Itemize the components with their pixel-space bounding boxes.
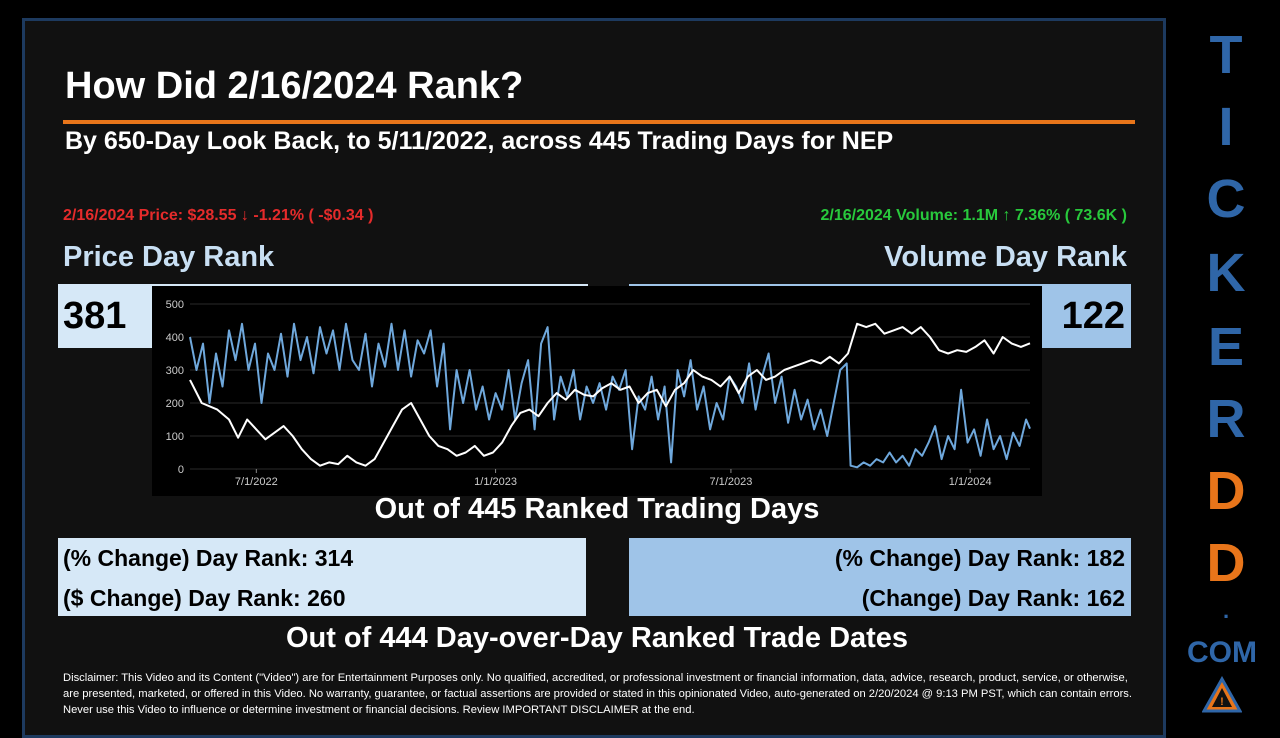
price-change-ranks: (% Change) Day Rank: 314 ($ Change) Day … <box>58 538 586 616</box>
page-subtitle: By 650-Day Look Back, to 5/11/2022, acro… <box>65 127 894 155</box>
title-divider <box>63 120 1135 124</box>
brand-letter: E <box>1207 317 1245 377</box>
brand-letter: K <box>1206 243 1246 303</box>
volume-rank-heading: Volume Day Rank <box>884 241 1127 273</box>
disclaimer-text: Disclaimer: This Video and its Content (… <box>63 672 1132 716</box>
page-title: How Did 2/16/2024 Rank? <box>65 65 524 107</box>
price-stat: 2/16/2024 Price: $28.55 ↓ -1.21% ( -$0.3… <box>63 207 374 224</box>
y-tick-label: 500 <box>166 299 184 311</box>
x-tick-label: 1/1/2023 <box>474 476 517 488</box>
brand-dot: . <box>1222 598 1230 623</box>
price-rank-heading: Price Day Rank <box>63 241 275 273</box>
x-tick-label: 1/1/2024 <box>949 476 992 488</box>
brand-letter: I <box>1218 97 1234 157</box>
rank-chart-svg: 0 100 200 300 400 500 7/1/2022 1/1/2023 7/1/2023… <box>166 299 1031 488</box>
volume-change-rank: (Change) Day Rank: 162 <box>861 585 1125 611</box>
rank-chart: 0 100 200 300 400 500 7/1/2022 1/1/2023 7/1/2023… <box>152 286 1042 496</box>
svg-text:!: ! <box>1220 696 1224 708</box>
brand-letter: C <box>1206 169 1246 229</box>
price-series-line <box>189 322 1031 467</box>
triangle-warning-logo-icon: ! <box>1202 676 1242 713</box>
dod-ranked-caption: Out of 444 Day-over-Day Ranked Trade Dat… <box>285 622 909 654</box>
volume-series-line <box>189 322 1031 469</box>
y-tick-label: 100 <box>166 431 184 443</box>
brand-letter: D <box>1206 461 1246 521</box>
volume-change-ranks: (% Change) Day Rank: 182 (Change) Day Ra… <box>629 538 1131 616</box>
y-tick-label: 400 <box>166 332 184 344</box>
brand-letter: T <box>1209 25 1243 85</box>
ranked-days-caption: Out of 445 Ranked Trading Days <box>374 493 820 525</box>
brand-letter: D <box>1206 533 1246 593</box>
x-tick-label: 7/1/2022 <box>235 476 278 488</box>
price-pct-change-rank: (% Change) Day Rank: 314 <box>63 545 354 571</box>
main-panel: How Did 2/16/2024 Rank? By 650-Day Look … <box>22 18 1166 738</box>
brand-letter: R <box>1206 389 1246 449</box>
x-tick-label: 7/1/2023 <box>710 476 753 488</box>
y-tick-label: 200 <box>166 398 184 410</box>
y-tick-label: 0 <box>178 464 184 476</box>
brand-sidebar: T I C K E R D D . COM ! <box>1172 0 1280 720</box>
volume-pct-change-rank: (% Change) Day Rank: 182 <box>834 545 1125 571</box>
y-tick-label: 300 <box>166 365 184 377</box>
price-dollar-change-rank: ($ Change) Day Rank: 260 <box>63 585 346 611</box>
volume-stat: 2/16/2024 Volume: 1.1M ↑ 7.36% ( 73.6K ) <box>820 207 1127 224</box>
volume-rank-value: 122 <box>1061 294 1125 337</box>
brand-com: COM <box>1187 636 1257 669</box>
price-rank-value: 381 <box>63 294 127 337</box>
